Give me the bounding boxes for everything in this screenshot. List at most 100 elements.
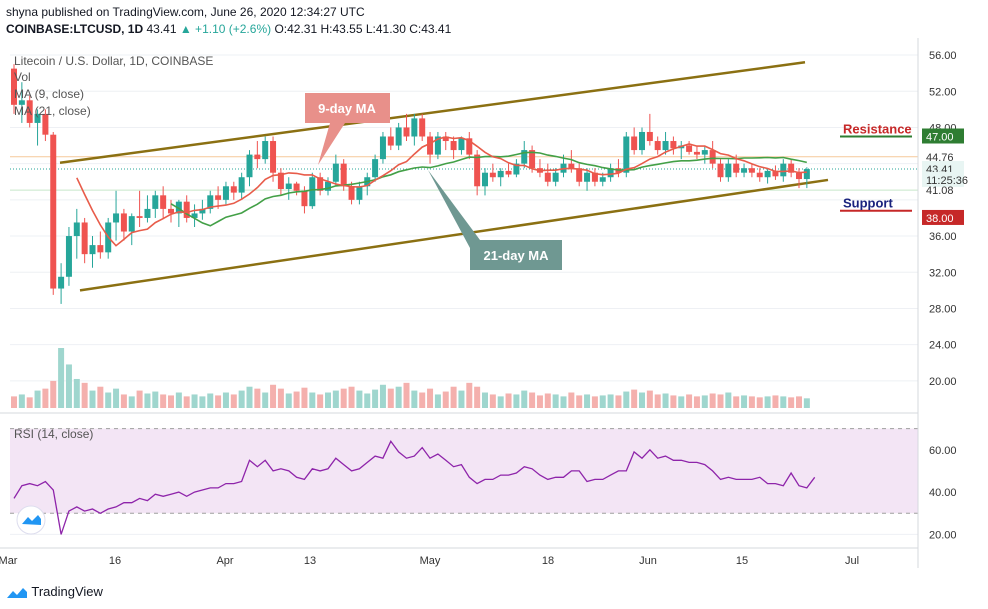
volume-bar	[788, 397, 795, 408]
volume-bar	[741, 395, 748, 408]
candle-body	[482, 172, 488, 187]
volume-bar	[230, 394, 237, 408]
candle-body	[254, 154, 261, 160]
candle-body	[544, 172, 551, 182]
volume-bar	[796, 396, 802, 408]
candle-body	[599, 177, 606, 182]
symbol-line: COINBASE:LTCUSD, 1D 43.41 ▲ +1.10 (+2.6%…	[6, 22, 451, 36]
candle-body	[505, 170, 512, 175]
volume-bar	[733, 396, 740, 408]
volume-bar	[631, 389, 638, 408]
candle-body	[576, 168, 583, 182]
candle-body	[756, 172, 763, 178]
candle-body	[607, 168, 614, 178]
support-label: Support	[843, 196, 893, 211]
price-label: 11:25:36	[926, 175, 968, 187]
candle-body	[748, 168, 755, 173]
time-tick: Mar	[0, 555, 18, 567]
volume-bar	[591, 396, 598, 408]
candle-body	[631, 136, 638, 151]
symbol-name[interactable]: COINBASE:LTCUSD, 1D	[6, 22, 144, 36]
candle-body	[764, 170, 771, 178]
channel-upper	[59, 61, 806, 164]
price-label: 38.00	[926, 213, 954, 225]
candle-body	[411, 118, 418, 137]
time-tick: 15	[736, 555, 748, 567]
volume-bar	[262, 392, 269, 408]
volume-bar	[623, 391, 630, 408]
candle-body	[709, 150, 716, 164]
candle-body	[489, 172, 496, 178]
volume-bar	[686, 394, 693, 408]
volume-bar	[340, 388, 347, 408]
annotations: 9-day MA 21-day MA Resistance Support	[305, 93, 912, 270]
volume-bar	[238, 390, 245, 408]
candle-body	[293, 183, 300, 191]
volume-bar	[348, 386, 355, 408]
rsi-tick: 20.00	[929, 529, 957, 541]
volume-bar	[277, 388, 284, 408]
channel-lower	[79, 178, 829, 292]
volume-bar	[325, 392, 331, 408]
rsi-band	[10, 428, 918, 514]
time-tick: May	[420, 555, 441, 567]
time-tick: Jul	[845, 555, 859, 567]
volume-bar	[568, 392, 575, 408]
volume-bar	[513, 394, 520, 408]
candle-body	[136, 216, 143, 218]
price-label-bg	[922, 171, 964, 187]
candle-body	[442, 136, 449, 142]
candle-body	[662, 141, 669, 151]
candle-body	[521, 150, 528, 164]
volume-bar	[191, 394, 198, 408]
footer: TradingView	[0, 578, 988, 609]
candle-body	[513, 163, 520, 175]
tradingview-logo[interactable]: TradingView	[6, 584, 103, 600]
candle-body	[788, 163, 795, 173]
volume-bar	[270, 384, 277, 408]
volume-bar	[293, 391, 300, 408]
candle-body	[725, 163, 732, 178]
candle-body	[183, 201, 190, 218]
volume-bar	[693, 396, 700, 408]
volume-bar	[395, 386, 402, 408]
volume-bar	[387, 388, 394, 408]
volume-bar	[222, 392, 229, 408]
candle-body	[42, 113, 49, 135]
candle-body	[34, 113, 41, 123]
volume-bar	[756, 397, 763, 408]
candle-body	[191, 213, 198, 218]
time-tick: Apr	[216, 555, 233, 567]
volume-bar	[576, 395, 583, 408]
candle-body	[89, 245, 96, 255]
volume-bar	[529, 392, 536, 408]
price-chart[interactable]: 56.0052.0048.0036.0032.0028.0024.0020.00…	[0, 38, 988, 578]
volume-bar	[120, 394, 127, 408]
candle-body	[81, 222, 88, 255]
volume-bar	[482, 392, 488, 408]
candle-body	[301, 190, 308, 207]
volume-bar	[136, 390, 143, 408]
candle-body	[113, 213, 120, 223]
ma9-callout-text: 9-day MA	[318, 101, 376, 116]
volume-bar	[748, 396, 755, 408]
legend-vol: Vol	[14, 70, 31, 84]
candle-body	[120, 213, 127, 232]
candle-body	[215, 195, 222, 200]
rsi-tick: 40.00	[929, 487, 957, 499]
candle-body	[733, 163, 740, 173]
moving-averages	[76, 136, 807, 247]
candle-body	[403, 127, 410, 137]
volume-bar	[434, 394, 441, 408]
candle-body	[340, 163, 347, 187]
volume-bar	[419, 392, 426, 408]
ma9-callout-bubble	[305, 93, 390, 165]
candle-body	[395, 127, 402, 146]
volume-bar	[73, 378, 80, 408]
volume-bar	[427, 388, 434, 408]
volume-bar	[175, 392, 182, 408]
volume-bar	[168, 395, 174, 408]
volume-bar	[772, 395, 779, 408]
candle-body	[238, 177, 245, 193]
volume-bar	[160, 394, 167, 408]
